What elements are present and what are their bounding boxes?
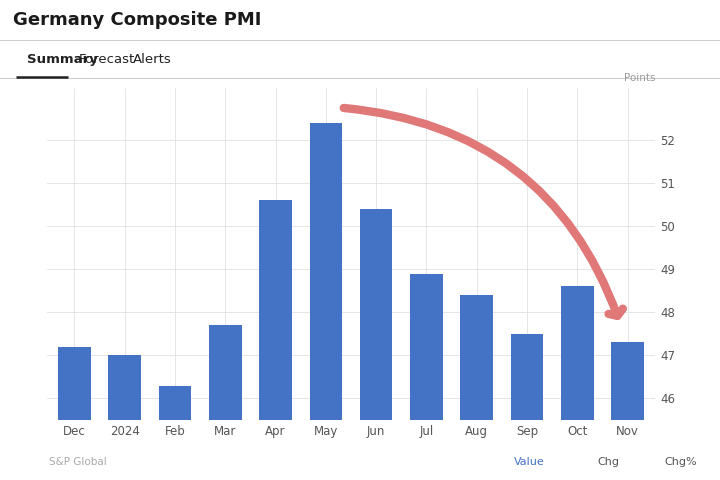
Text: Forecast: Forecast <box>79 53 135 66</box>
Text: S&P Global: S&P Global <box>49 456 107 467</box>
Text: Germany Composite PMI: Germany Composite PMI <box>13 12 261 29</box>
Bar <box>109 355 141 480</box>
Bar <box>460 295 493 480</box>
Text: Points: Points <box>624 73 655 84</box>
Bar <box>510 334 544 480</box>
Bar <box>360 209 392 480</box>
Bar <box>561 287 593 480</box>
Bar <box>611 342 644 480</box>
Bar <box>259 200 292 480</box>
Bar <box>310 123 342 480</box>
Text: Chg%: Chg% <box>664 456 697 467</box>
Bar <box>158 385 192 480</box>
Bar <box>209 325 242 480</box>
Text: Chg: Chg <box>598 456 619 467</box>
Text: Summary: Summary <box>27 53 98 66</box>
Text: Value: Value <box>514 456 544 467</box>
Text: Alerts: Alerts <box>133 53 172 66</box>
Bar <box>410 274 443 480</box>
Bar <box>58 347 91 480</box>
